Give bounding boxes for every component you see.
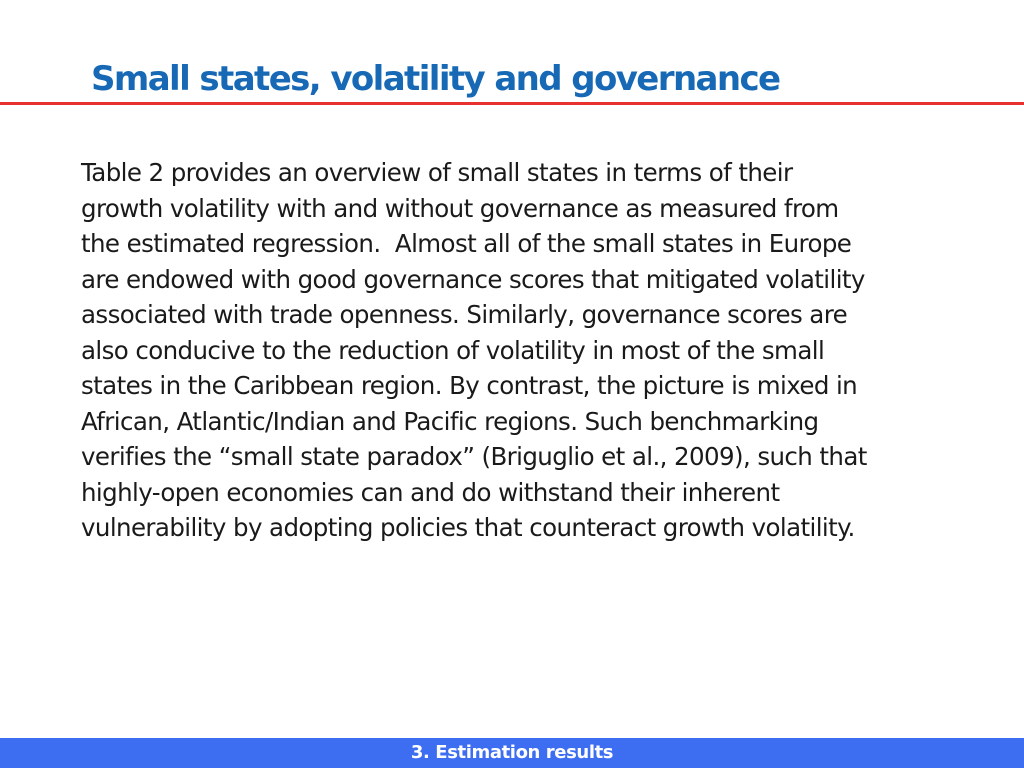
- title-divider: [0, 102, 1024, 105]
- body-line: the estimated regression. Almost all of …: [81, 229, 852, 258]
- body-paragraph: Table 2 provides an overview of small st…: [81, 155, 1011, 546]
- footer-section-label: 3. Estimation results: [410, 742, 614, 763]
- body-line: Table 2 provides an overview of small st…: [81, 158, 793, 187]
- body-line: highly-open economies can and do withsta…: [81, 477, 780, 507]
- slide-title: Small states, volatility and governance: [91, 59, 781, 99]
- body-line: are endowed with good governance scores …: [81, 264, 865, 294]
- body-line: vulnerability by adopting policies that …: [81, 513, 855, 542]
- body-line: African, Atlantic/Indian and Pacific reg…: [81, 406, 819, 436]
- body-line: growth volatility with and without gover…: [81, 193, 839, 223]
- body-line: also conducive to the reduction of volat…: [81, 335, 825, 365]
- footer-bar: 3. Estimation results: [0, 738, 1024, 768]
- body-line: states in the Caribbean region. By contr…: [81, 371, 858, 400]
- body-line: associated with trade openness. Similarl…: [81, 300, 848, 329]
- body-line: verifies the “small state paradox” (Brig…: [81, 442, 867, 471]
